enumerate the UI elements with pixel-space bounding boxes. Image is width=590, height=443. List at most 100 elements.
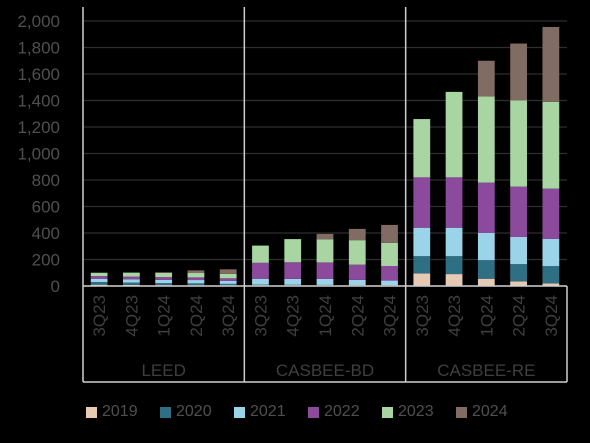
bar-segment-2021 xyxy=(510,236,527,265)
y-axis: 0 200 400 600 800 1,000 1,200 1,400 1,600 1,800 2,… xyxy=(17,12,60,296)
legend-item-2020: 2020 xyxy=(160,398,212,426)
y-tick-label: 2,000 xyxy=(17,12,60,31)
bar-segment-2019 xyxy=(542,283,560,286)
legend-label: 2019 xyxy=(102,403,138,420)
bar-segment-2023 xyxy=(348,240,366,265)
bar-segment-2023 xyxy=(252,245,269,263)
bar-segment-2022 xyxy=(219,278,237,281)
bar-segment-2021 xyxy=(284,278,302,285)
bar-segment-2020 xyxy=(510,264,527,282)
legend-label: 2023 xyxy=(398,403,434,420)
bar-segment-2020 xyxy=(155,283,173,286)
bar-segment-2022 xyxy=(123,276,140,280)
legend-label: 2020 xyxy=(176,403,212,420)
legend-item-2019: 2019 xyxy=(86,398,138,426)
bar-segment-2020 xyxy=(316,284,334,286)
gridlines xyxy=(83,20,567,287)
bar-segment-2024 xyxy=(219,269,237,274)
group-label: LEED xyxy=(141,361,185,380)
bar-segment-2022 xyxy=(284,262,302,279)
bar-segment-2023 xyxy=(90,272,108,277)
bar-segment-2021 xyxy=(219,280,237,284)
bar-segment-2020 xyxy=(445,256,463,275)
bar-segment-2020 xyxy=(477,260,495,279)
bar-segment-2020 xyxy=(542,266,560,284)
bar-segment-2022 xyxy=(90,276,108,279)
bar-segment-2022 xyxy=(252,262,269,279)
x-axis-labels: 3Q23 4Q23 1Q24 2Q24 3Q24 LEED 3Q23 4Q23 1Q24 2Q24… xyxy=(90,295,561,380)
bar-segment-2020 xyxy=(123,282,140,285)
y-tick-label: 0 xyxy=(51,277,60,296)
bar-segment-2023 xyxy=(316,239,334,263)
bar-segment-2019 xyxy=(413,273,431,286)
bar-segment-2022 xyxy=(348,264,366,280)
bar-segment-2022 xyxy=(477,182,495,233)
x-tick-label: 4Q23 xyxy=(122,295,141,337)
bar-segment-2022 xyxy=(542,188,560,239)
bar-segment-2022 xyxy=(445,177,463,228)
x-tick-label: 3Q24 xyxy=(542,295,561,337)
y-tick-label: 200 xyxy=(32,251,60,270)
bar-segment-2023 xyxy=(477,96,495,183)
legend-item-2024: 2024 xyxy=(456,398,508,426)
bar-segment-2019 xyxy=(510,281,527,286)
bar-segment-2023 xyxy=(510,100,527,187)
bar-segment-2024 xyxy=(542,26,560,102)
y-tick-label: 600 xyxy=(32,198,60,217)
bar-segment-2023 xyxy=(413,119,431,178)
legend-swatch xyxy=(456,406,467,418)
bar-segment-2021 xyxy=(477,233,495,261)
legend-swatch xyxy=(86,406,97,418)
bar-segment-2019 xyxy=(477,278,495,286)
legend-item-2023: 2023 xyxy=(382,398,434,426)
bar-segment-2023 xyxy=(155,272,173,278)
legend-label: 2024 xyxy=(472,403,508,420)
bars xyxy=(90,26,560,286)
legend-swatch xyxy=(160,406,171,418)
x-tick-label: 2Q24 xyxy=(348,295,367,337)
bar-segment-2021 xyxy=(316,278,334,285)
y-tick-label: 1,600 xyxy=(17,65,60,84)
bar-segment-2023 xyxy=(445,91,463,178)
y-tick-label: 1,200 xyxy=(17,118,60,137)
x-tick-label: 2Q24 xyxy=(187,295,206,337)
bar-segment-2021 xyxy=(348,279,366,286)
bar-segment-2021 xyxy=(155,279,173,284)
y-tick-label: 800 xyxy=(32,171,60,190)
group-label: CASBEE-RE xyxy=(437,361,535,380)
y-tick-label: 400 xyxy=(32,224,60,243)
bar-segment-2023 xyxy=(381,242,398,266)
bar-segment-2024 xyxy=(316,233,334,240)
bar-segment-2021 xyxy=(381,280,398,286)
bar-segment-2024 xyxy=(510,43,527,101)
bar-segment-2020 xyxy=(413,256,431,274)
x-tick-label: 4Q23 xyxy=(445,295,464,337)
bar-segment-2021 xyxy=(252,278,269,285)
x-tick-label: 3Q24 xyxy=(381,295,400,337)
legend-label: 2021 xyxy=(250,403,286,420)
bar-segment-2019 xyxy=(445,274,463,286)
legend-item-2021: 2021 xyxy=(234,398,286,426)
legend-swatch xyxy=(382,406,393,418)
bar-segment-2024 xyxy=(477,60,495,97)
bar-segment-2020 xyxy=(187,283,205,286)
bar-segment-2023 xyxy=(187,273,205,278)
bar-segment-2021 xyxy=(413,227,431,257)
x-tick-label: 1Q24 xyxy=(477,295,496,337)
y-tick-label: 1,400 xyxy=(17,92,60,111)
x-tick-label: 1Q24 xyxy=(155,295,174,337)
bar-segment-2020 xyxy=(90,282,108,285)
legend-swatch xyxy=(234,406,245,418)
bar-segment-2024 xyxy=(381,224,398,243)
bar-segment-2021 xyxy=(187,280,205,284)
y-tick-label: 1,000 xyxy=(17,145,60,164)
bar-segment-2022 xyxy=(316,262,334,279)
bar-segment-2022 xyxy=(510,186,527,237)
bar-segment-2022 xyxy=(381,265,398,281)
bar-segment-2024 xyxy=(187,270,205,274)
x-tick-label: 4Q23 xyxy=(284,295,303,337)
bar-segment-2023 xyxy=(284,239,302,263)
bar-segment-2024 xyxy=(155,272,173,273)
legend-label: 2022 xyxy=(324,403,360,420)
